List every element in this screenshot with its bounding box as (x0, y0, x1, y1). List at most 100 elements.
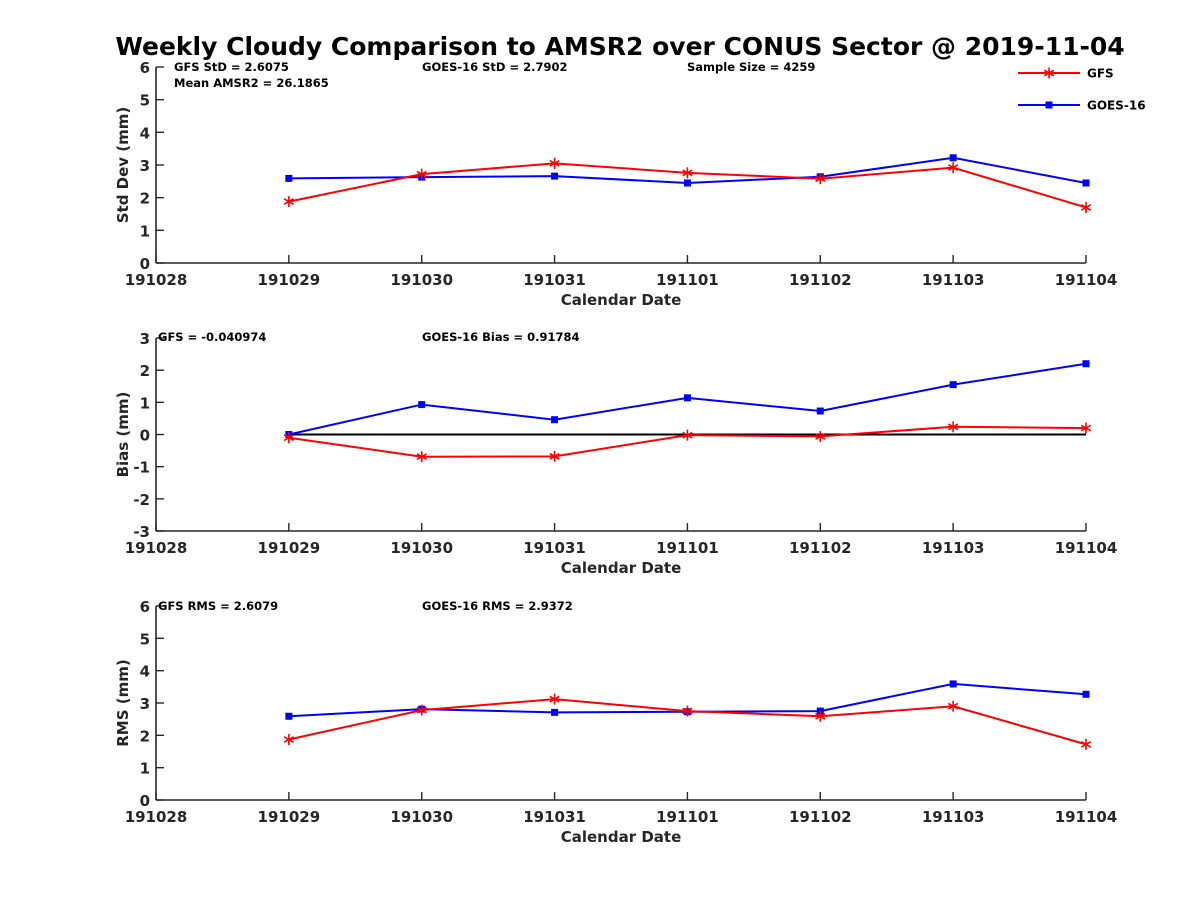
legend-entry-goes-16: GOES-16 (1018, 99, 1146, 113)
marker-stroke (416, 170, 427, 178)
marker-stroke (1043, 69, 1055, 77)
x-tick-label: 191031 (523, 808, 586, 826)
data-point (1080, 422, 1092, 434)
marker-stroke (815, 712, 826, 720)
data-point (816, 407, 824, 415)
y-tick-label: -3 (133, 523, 150, 541)
data-point (815, 173, 826, 185)
data-point (947, 162, 959, 174)
x-tick-label: 191029 (258, 271, 321, 289)
legend-label: GFS (1087, 67, 1114, 81)
marker-stroke (682, 431, 693, 439)
data-point (1080, 201, 1092, 213)
x-tick-label: 191104 (1055, 271, 1118, 289)
data-point (551, 172, 559, 180)
y-axis-label: Bias (mm) (114, 392, 132, 478)
data-point (416, 168, 427, 180)
y-tick-label: 6 (140, 598, 150, 616)
legend-label: GOES-16 (1087, 99, 1146, 113)
x-tick-label: 191104 (1055, 808, 1118, 826)
x-tick-label: 191101 (656, 808, 719, 826)
x-tick-label: 191028 (125, 539, 188, 557)
y-tick-label: 2 (140, 190, 150, 208)
data-point (683, 179, 691, 187)
x-tick-label: 191101 (656, 539, 719, 557)
y-tick-label: 3 (140, 157, 150, 175)
chart-panel-3: 191028 191029 191030 191031 191101 191102 1911… (114, 598, 1117, 846)
series-gfs (283, 421, 1092, 463)
y-tick-label: 1 (140, 394, 150, 412)
stat-annotation: GFS RMS = 2.6079 (158, 599, 278, 613)
marker-stroke (947, 164, 959, 172)
y-tick-label: 3 (140, 330, 150, 348)
x-tick-label: 191028 (125, 271, 188, 289)
x-tick-label: 191104 (1055, 539, 1118, 557)
data-point (1082, 690, 1090, 698)
data-point (815, 430, 826, 442)
chart-panel-1: 191028 191029 191030 191031 191101 191102 1911… (114, 59, 1117, 309)
data-point (416, 704, 427, 716)
marker-stroke (947, 423, 959, 431)
x-tick-label: 191102 (789, 271, 852, 289)
data-point (682, 429, 693, 441)
y-tick-label: 5 (140, 92, 150, 110)
marker-stroke (1080, 424, 1092, 432)
data-point (682, 705, 693, 717)
x-tick-label: 191029 (258, 808, 321, 826)
x-tick-label: 191030 (390, 271, 453, 289)
y-axis-label: Std Dev (mm) (114, 107, 132, 224)
data-point (949, 154, 957, 162)
data-point (551, 416, 559, 424)
data-point (682, 167, 693, 179)
y-tick-label: 3 (140, 695, 150, 713)
marker-stroke (815, 432, 826, 440)
marker-stroke (682, 169, 693, 177)
x-tick-label: 191103 (922, 808, 985, 826)
marker-stroke (416, 453, 427, 461)
x-tick-label: 191103 (922, 539, 985, 557)
x-axis-label: Calendar Date (561, 291, 682, 309)
data-point (949, 381, 957, 389)
stat-annotation: GOES-16 StD = 2.7902 (422, 60, 567, 74)
data-point (549, 157, 560, 169)
marker-stroke (283, 736, 295, 743)
figure-title: Weekly Cloudy Comparison to AMSR2 over C… (115, 32, 1124, 61)
data-point (551, 708, 559, 716)
x-axis-label: Calendar Date (561, 559, 682, 577)
stat-annotation: GOES-16 RMS = 2.9372 (422, 599, 573, 613)
y-tick-label: 2 (140, 727, 150, 745)
x-tick-label: 191031 (523, 271, 586, 289)
marker-stroke (416, 706, 427, 714)
x-tick-label: 191030 (390, 808, 453, 826)
marker-stroke (1080, 204, 1092, 211)
data-point (947, 421, 959, 433)
data-point (418, 401, 426, 409)
x-tick-label: 191102 (789, 808, 852, 826)
stat-annotation: GFS StD = 2.6075 (174, 60, 289, 74)
marker-stroke (549, 695, 560, 703)
marker-stroke (549, 159, 560, 167)
data-point (549, 450, 560, 462)
marker-stroke (283, 434, 295, 442)
stat-annotation: GOES-16 Bias = 0.91784 (422, 330, 579, 344)
y-tick-label: -2 (133, 491, 150, 509)
y-tick-label: 6 (140, 59, 150, 77)
data-point (947, 700, 959, 712)
x-tick-label: 191103 (922, 271, 985, 289)
y-axis-label: RMS (mm) (114, 659, 132, 746)
y-tick-label: 0 (140, 427, 150, 445)
data-point (1082, 179, 1090, 187)
data-point (283, 432, 295, 444)
series-gfs (283, 157, 1092, 213)
data-point (949, 680, 957, 688)
stat-annotation: Sample Size = 4259 (687, 60, 815, 74)
series-gfs (283, 693, 1092, 750)
data-point (549, 693, 560, 705)
marker-stroke (682, 707, 693, 715)
x-tick-label: 191028 (125, 808, 188, 826)
y-tick-label: 0 (140, 255, 150, 273)
data-point (683, 394, 691, 402)
y-tick-label: -1 (133, 459, 150, 477)
y-tick-label: 5 (140, 630, 150, 648)
legend-marker (1045, 101, 1053, 109)
